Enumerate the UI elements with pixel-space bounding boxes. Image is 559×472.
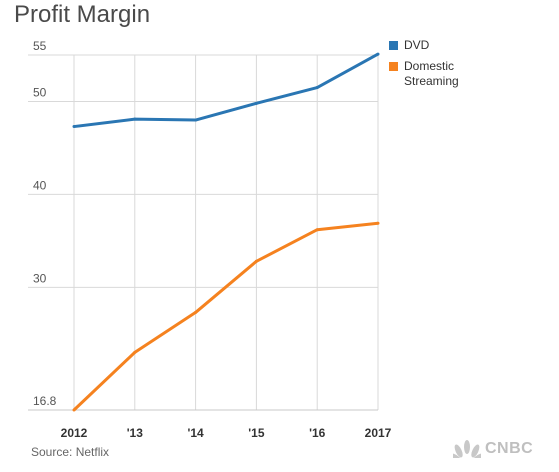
data-point-domestic-streaming-0	[72, 408, 76, 412]
y-tick-label-16-8: 16.8	[33, 394, 57, 408]
legend-item-domestic-streaming: Domestic Streaming	[389, 59, 549, 89]
series-line-domestic-streaming	[72, 221, 379, 412]
peacock-icon	[453, 440, 481, 458]
data-point-domestic-streaming-2	[194, 310, 198, 314]
chart-title: Profit Margin	[14, 1, 151, 28]
legend-label-dvd: DVD	[404, 38, 430, 52]
legend-label-domestic-streaming: Domestic Streaming	[404, 59, 459, 88]
x-tick-label-4: '16	[309, 426, 326, 440]
legend-swatch-dvd	[389, 41, 398, 50]
data-point-domestic-streaming-4	[315, 228, 319, 232]
logo-text: CNBC	[485, 440, 534, 457]
series-line-dvd	[73, 52, 379, 129]
data-point-dvd-0	[72, 125, 76, 129]
data-point-dvd-2	[194, 118, 198, 122]
y-tick-label-30: 30	[33, 271, 47, 285]
x-tick-label-5: 2017	[365, 426, 392, 440]
source-note: Source: Netflix	[31, 445, 110, 459]
y-tick-label-40: 40	[33, 178, 47, 192]
data-point-dvd-3	[254, 101, 258, 105]
legend-swatch-domestic-streaming	[389, 62, 398, 71]
x-tick-label-2: '14	[187, 426, 204, 440]
y-tick-label-50: 50	[33, 85, 47, 99]
cnbc-logo: CNBC	[453, 440, 533, 458]
legend: DVD Domestic Streaming	[389, 38, 549, 95]
y-tick-label-55: 55	[33, 39, 47, 53]
legend-item-dvd: DVD	[389, 38, 549, 53]
data-point-dvd-5	[376, 52, 380, 56]
data-point-domestic-streaming-3	[254, 259, 258, 263]
data-point-dvd-4	[315, 86, 319, 90]
x-tick-label-0: 2012	[61, 426, 88, 440]
data-point-dvd-1	[133, 117, 137, 121]
x-tick-label-1: '13	[127, 426, 144, 440]
data-point-domestic-streaming-5	[376, 221, 380, 225]
data-point-domestic-streaming-1	[133, 350, 137, 354]
x-tick-label-3: '15	[248, 426, 265, 440]
